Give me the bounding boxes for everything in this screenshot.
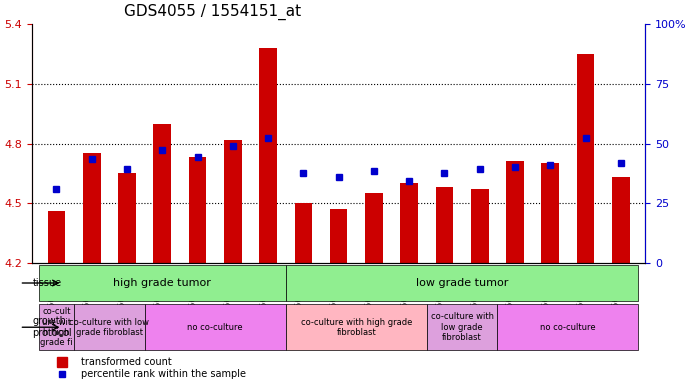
Bar <box>83 154 101 263</box>
Bar <box>365 193 383 263</box>
Bar <box>153 124 171 263</box>
Bar <box>224 139 242 263</box>
Bar <box>471 189 489 263</box>
FancyBboxPatch shape <box>285 305 427 350</box>
FancyBboxPatch shape <box>39 265 285 301</box>
FancyBboxPatch shape <box>285 265 638 301</box>
Bar <box>400 183 418 263</box>
Bar <box>189 157 207 263</box>
Text: co-cult
ure wit
h high
grade fi: co-cult ure wit h high grade fi <box>40 307 73 347</box>
Text: no co-culture: no co-culture <box>540 323 596 332</box>
FancyBboxPatch shape <box>498 305 638 350</box>
Text: high grade tumor: high grade tumor <box>113 278 211 288</box>
Bar <box>542 163 559 263</box>
Bar <box>48 211 65 263</box>
Bar <box>330 209 348 263</box>
Text: transformed count: transformed count <box>81 357 171 367</box>
FancyBboxPatch shape <box>144 305 285 350</box>
Bar <box>118 173 136 263</box>
FancyBboxPatch shape <box>74 305 144 350</box>
Text: co-culture with high grade
fibroblast: co-culture with high grade fibroblast <box>301 318 412 337</box>
Text: no co-culture: no co-culture <box>187 323 243 332</box>
Text: co-culture with low
grade fibroblast: co-culture with low grade fibroblast <box>69 318 149 337</box>
Text: co-culture with
low grade
fibroblast: co-culture with low grade fibroblast <box>430 312 493 342</box>
Bar <box>507 161 524 263</box>
Text: GDS4055 / 1554151_at: GDS4055 / 1554151_at <box>124 4 301 20</box>
Text: low grade tumor: low grade tumor <box>416 278 509 288</box>
FancyBboxPatch shape <box>427 305 498 350</box>
FancyBboxPatch shape <box>39 305 74 350</box>
Bar <box>612 177 630 263</box>
Bar <box>577 54 594 263</box>
Bar <box>294 203 312 263</box>
Bar <box>435 187 453 263</box>
Text: growth
protocol: growth protocol <box>32 316 72 338</box>
Bar <box>259 48 277 263</box>
Text: tissue: tissue <box>32 278 61 288</box>
Text: percentile rank within the sample: percentile rank within the sample <box>81 369 246 379</box>
